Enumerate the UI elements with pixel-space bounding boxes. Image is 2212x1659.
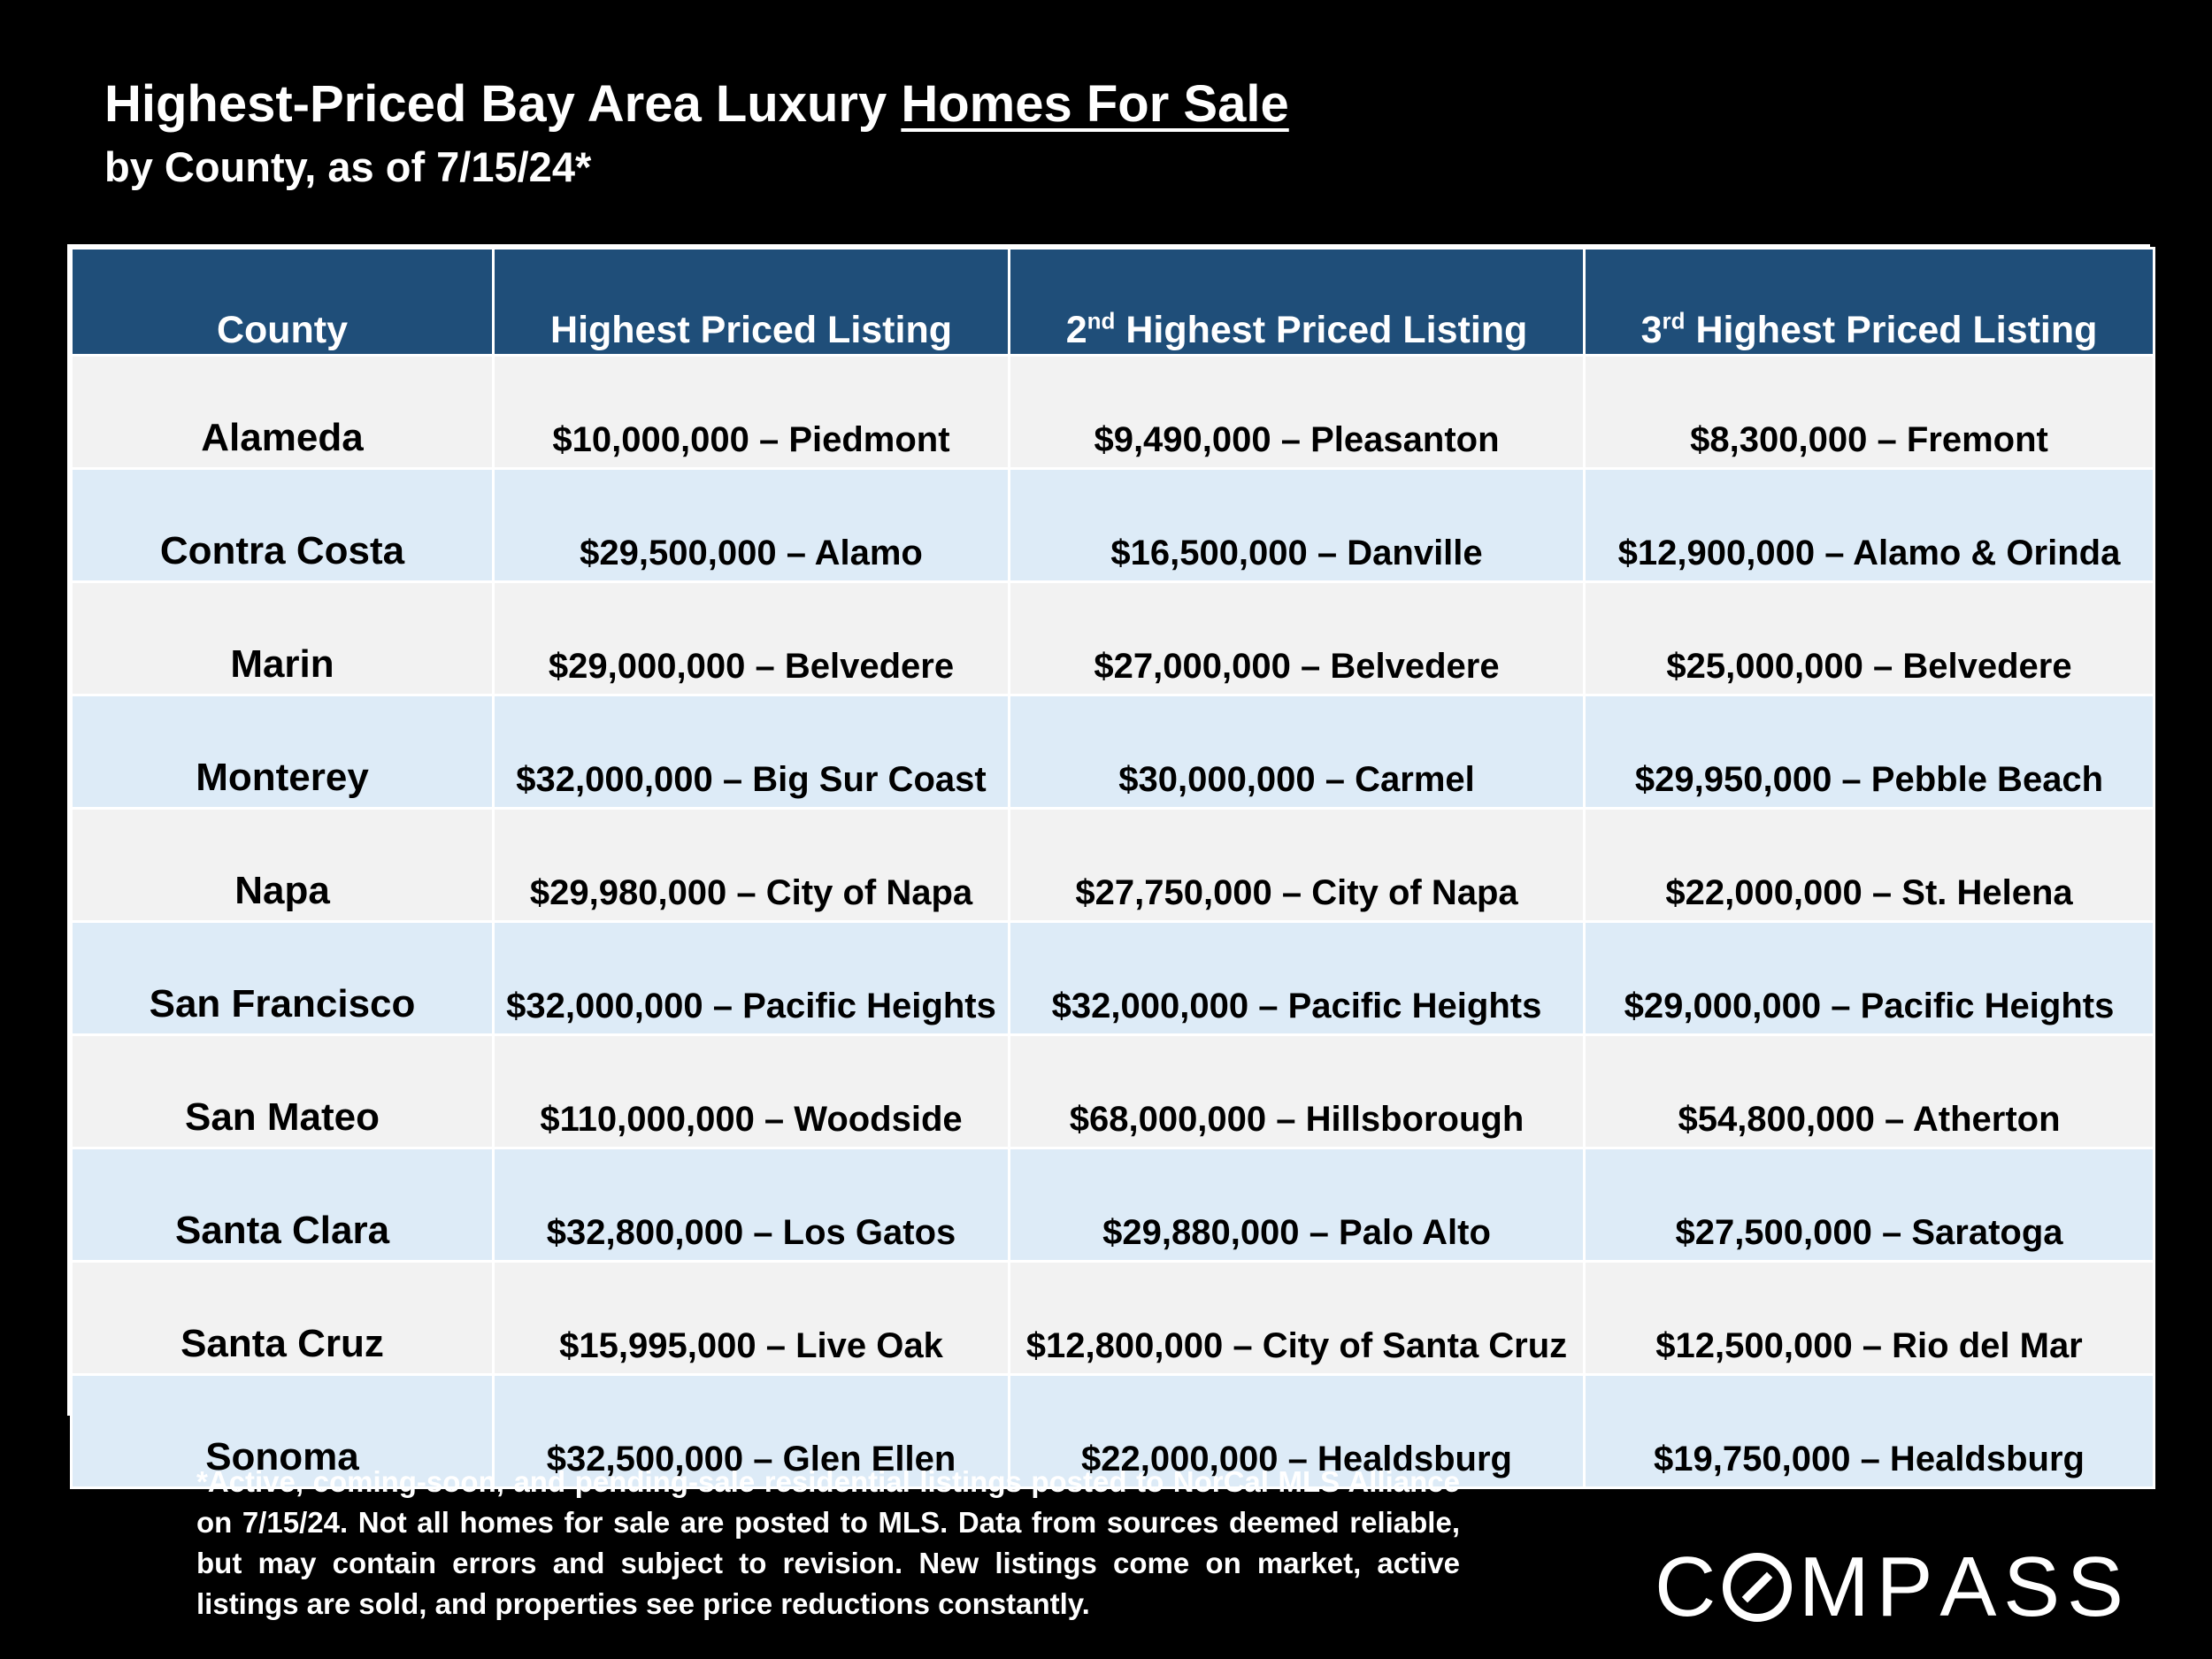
county-cell: Monterey [70,694,495,810]
header-third-ordinal: 3 [1640,309,1663,351]
highest-listing-cell: $15,995,000 – Live Oak [492,1260,1010,1376]
highest-listing-cell: $32,000,000 – Big Sur Coast [492,694,1010,810]
highest-listing-cell: $29,000,000 – Belvedere [492,580,1010,696]
page-title-prefix: Highest-Priced Bay Area Luxury [104,75,902,133]
second-listing-cell: $68,000,000 – Hillsborough [1008,1033,1586,1149]
header-highest: Highest Priced Listing [492,247,1010,357]
header-second-highest: 2nd Highest Priced Listing [1008,247,1586,357]
county-cell: San Francisco [70,920,495,1036]
third-listing-cell: $54,800,000 – Atherton [1583,1033,2155,1149]
logo-letter: P [1876,1540,1933,1634]
second-listing-cell: $32,000,000 – Pacific Heights [1008,920,1586,1036]
table-header-row: County Highest Priced Listing 2nd Highes… [70,247,2155,357]
second-listing-cell: $9,490,000 – Pleasanton [1008,354,1586,470]
highest-listing-cell: $29,980,000 – City of Napa [492,807,1010,923]
header-third-label: Highest Priced Listing [1685,309,2098,351]
county-cell: Sonoma [70,1373,495,1489]
table-row: San Mateo $110,000,000 – Woodside $68,00… [70,1033,2155,1149]
third-listing-cell: $12,500,000 – Rio del Mar [1583,1260,2155,1376]
table-row: San Francisco $32,000,000 – Pacific Heig… [70,920,2155,1036]
third-listing-cell: $27,500,000 – Saratoga [1583,1147,2155,1263]
logo-o-mark-icon [1723,1553,1793,1622]
table-row: Napa $29,980,000 – City of Napa $27,750,… [70,807,2155,923]
header-second-label: Highest Priced Listing [1115,309,1528,351]
highest-listing-cell: $29,500,000 – Alamo [492,467,1010,583]
second-listing-cell: $16,500,000 – Danville [1008,467,1586,583]
highest-listing-cell: $32,500,000 – Glen Ellen [492,1373,1010,1489]
logo-letter: C [1655,1540,1717,1634]
third-listing-cell: $12,900,000 – Alamo & Orinda [1583,467,2155,583]
footnote: *Active, coming-soon, and pending-sale r… [196,1465,1460,1620]
county-cell: Santa Cruz [70,1260,495,1376]
second-listing-cell: $27,000,000 – Belvedere [1008,580,1586,696]
highest-listing-cell: $32,000,000 – Pacific Heights [492,920,1010,1036]
county-cell: Contra Costa [70,467,495,583]
table-row: Sonoma $32,500,000 – Glen Ellen $22,000,… [70,1373,2155,1489]
page-subtitle: by County, as of 7/15/24* [104,143,592,190]
table-row: Contra Costa $29,500,000 – Alamo $16,500… [70,467,2155,583]
table-row: Monterey $32,000,000 – Big Sur Coast $30… [70,694,2155,810]
table-row: Alameda $10,000,000 – Piedmont $9,490,00… [70,354,2155,470]
county-cell: Alameda [70,354,495,470]
highest-listing-cell: $110,000,000 – Woodside [492,1033,1010,1149]
second-listing-cell: $27,750,000 – City of Napa [1008,807,1586,923]
page-title: Highest-Priced Bay Area Luxury Homes For… [104,73,1289,136]
table-row: Santa Clara $32,800,000 – Los Gatos $29,… [70,1147,2155,1263]
header-third-suffix: rd [1662,307,1686,334]
header-third-highest: 3rd Highest Priced Listing [1583,247,2155,357]
county-cell: Santa Clara [70,1147,495,1263]
highest-listing-cell: $32,800,000 – Los Gatos [492,1147,1010,1263]
table-row: Santa Cruz $15,995,000 – Live Oak $12,80… [70,1260,2155,1376]
table-row: Marin $29,000,000 – Belvedere $27,000,00… [70,580,2155,696]
page-title-underlined: Homes For Sale [901,75,1289,133]
third-listing-cell: $22,000,000 – St. Helena [1583,807,2155,923]
third-listing-cell: $25,000,000 – Belvedere [1583,580,2155,696]
second-listing-cell: $12,800,000 – City of Santa Cruz [1008,1260,1586,1376]
header-second-ordinal: 2 [1065,309,1087,351]
header-county: County [70,247,495,357]
second-listing-cell: $30,000,000 – Carmel [1008,694,1586,810]
listings-table: County Highest Priced Listing 2nd Highes… [70,247,2155,1489]
third-listing-cell: $29,950,000 – Pebble Beach [1583,694,2155,810]
logo-letter: A [1939,1540,1997,1634]
logo-letter: S [2066,1540,2124,1634]
listings-table-container: County Highest Priced Listing 2nd Highes… [67,244,2155,1489]
county-cell: Marin [70,580,495,696]
logo-letter: M [1798,1540,1870,1634]
second-listing-cell: $29,880,000 – Palo Alto [1008,1147,1586,1263]
logo-letter: S [2003,1540,2061,1634]
third-listing-cell: $19,750,000 – Healdsburg [1583,1373,2155,1489]
third-listing-cell: $8,300,000 – Fremont [1583,354,2155,470]
header-second-suffix: nd [1087,307,1116,334]
county-cell: Napa [70,807,495,923]
second-listing-cell: $22,000,000 – Healdsburg [1008,1373,1586,1489]
highest-listing-cell: $10,000,000 – Piedmont [492,354,1010,470]
third-listing-cell: $29,000,000 – Pacific Heights [1583,920,2155,1036]
county-cell: San Mateo [70,1033,495,1149]
